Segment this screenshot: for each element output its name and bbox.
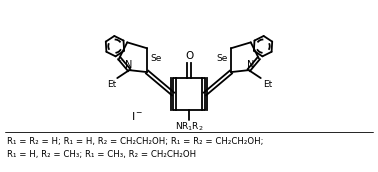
Text: Et: Et [263, 79, 272, 89]
Text: Et: Et [107, 79, 116, 89]
Text: O: O [185, 51, 193, 61]
Text: N: N [247, 60, 254, 70]
Text: R₁ = R₂ = H; R₁ = H, R₂ = CH₂CH₂OH; R₁ = R₂ = CH₂CH₂OH;: R₁ = R₂ = H; R₁ = H, R₂ = CH₂CH₂OH; R₁ =… [7, 137, 263, 146]
Text: R₁ = H, R₂ = CH₃; R₁ = CH₃, R₂ = CH₂CH₂OH: R₁ = H, R₂ = CH₃; R₁ = CH₃, R₂ = CH₂CH₂O… [7, 150, 196, 159]
Text: Se: Se [216, 54, 228, 63]
Text: $^+$: $^+$ [115, 58, 123, 67]
Text: Se: Se [150, 54, 162, 63]
Text: N: N [124, 60, 132, 70]
Text: I$^-$: I$^-$ [131, 110, 144, 122]
Text: NR$_1$R$_2$: NR$_1$R$_2$ [175, 120, 203, 133]
